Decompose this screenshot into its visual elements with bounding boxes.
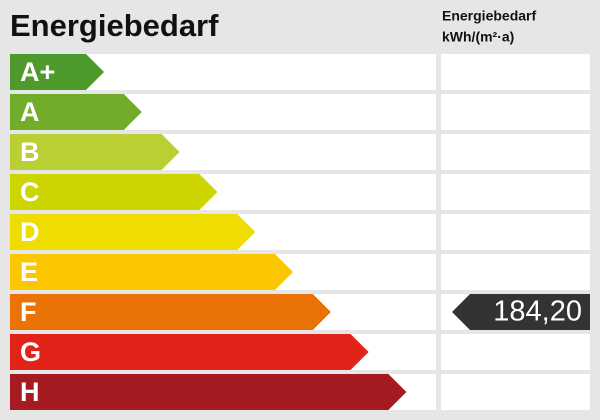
class-label: E [20, 257, 38, 287]
value-cell [441, 134, 590, 170]
value-cell [441, 214, 590, 250]
value-cell [441, 254, 590, 290]
class-label: C [20, 177, 40, 207]
class-arrow [10, 374, 407, 410]
class-label: H [20, 377, 40, 407]
value-cell [441, 174, 590, 210]
value-label: 184,20 [493, 296, 582, 328]
class-arrow [10, 174, 218, 210]
class-label: A [20, 97, 40, 127]
value-cell [441, 334, 590, 370]
class-arrow [10, 94, 142, 130]
class-arrow [10, 294, 331, 330]
value-cell [441, 54, 590, 90]
class-label: B [20, 137, 40, 167]
class-label: A+ [20, 57, 55, 87]
value-cell [441, 94, 590, 130]
class-label: D [20, 217, 40, 247]
class-label: G [20, 337, 41, 367]
class-arrow [10, 54, 104, 90]
title: Energiebedarf [10, 8, 219, 43]
class-label: F [20, 297, 37, 327]
class-arrow [10, 134, 180, 170]
value-marker [452, 294, 590, 330]
class-arrow [10, 334, 369, 370]
class-arrow [10, 214, 256, 250]
value-cell [441, 374, 590, 410]
class-arrow [10, 254, 293, 290]
column-title: Energiebedarf [442, 8, 536, 24]
column-unit: kWh/(m²·a) [442, 29, 514, 45]
